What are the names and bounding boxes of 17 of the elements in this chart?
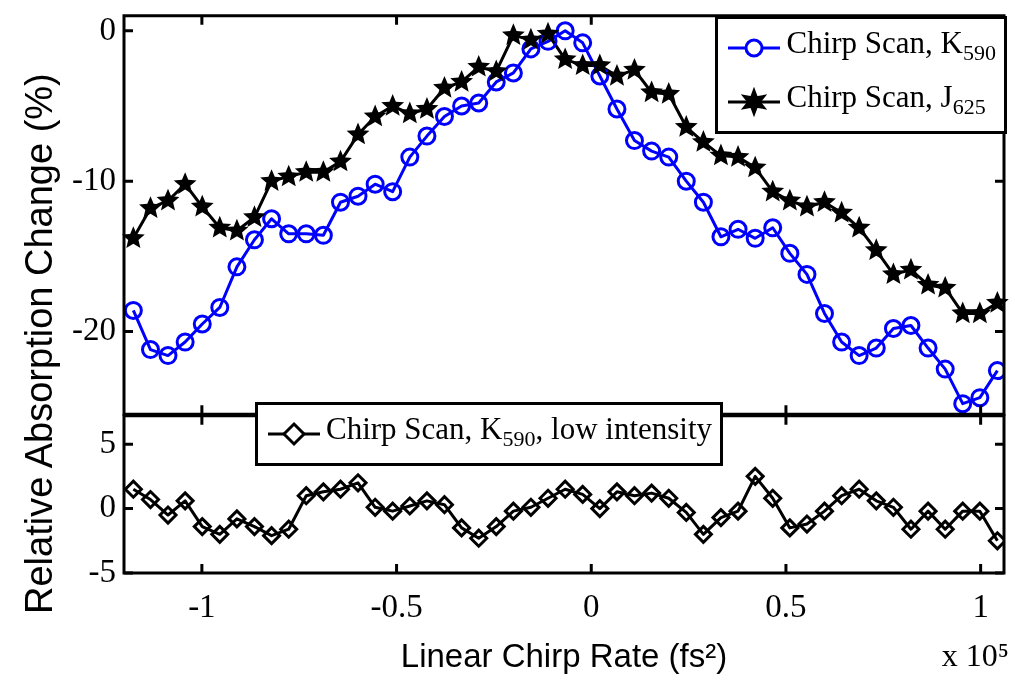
y-axis-title: Relative Absorption Change (%) [17,72,61,617]
x-tick-label: 0 [583,588,600,625]
x-tick-label: 1 [972,588,989,625]
text: x 10⁵ [941,637,1009,673]
y-tick-label: -10 [72,160,116,197]
y-tick-label: 5 [99,423,116,460]
x-axis-title: Linear Chirp Rate (fs²) [400,637,728,675]
x-tick-label: 0.5 [765,588,807,625]
legend-label: Chirp Scan, K$_{590}$, low intensity [326,410,713,454]
x-tick-label: -1 [188,588,216,625]
y-tick-label: -20 [72,311,116,348]
y-tick-label: -5 [88,552,116,589]
y-tick-label: 0 [99,488,116,525]
legend-label: Chirp Scan, J$_{625}$ [786,78,986,122]
y-tick-label: 0 [99,10,116,47]
x-tick-label: -0.5 [370,588,423,625]
legend-label: Chirp Scan, K$_{590}$ [786,24,996,68]
